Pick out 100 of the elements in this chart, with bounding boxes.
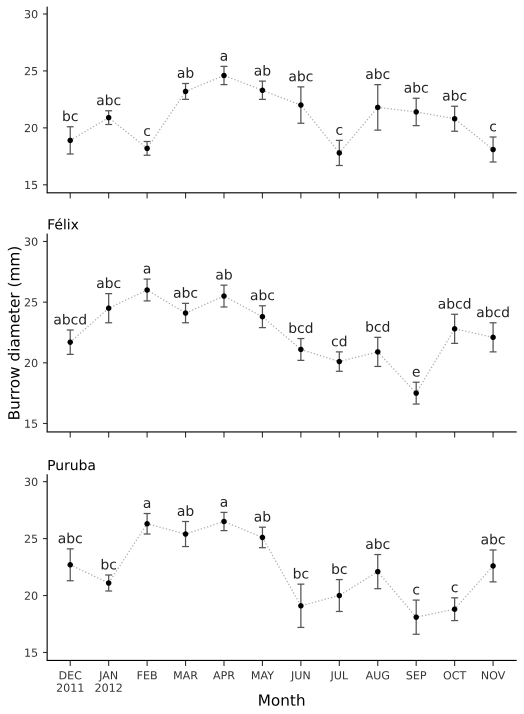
annotation: bc: [332, 563, 347, 574]
annotation: abc: [58, 532, 82, 544]
annotation: abcd: [477, 306, 509, 318]
point: [221, 518, 227, 524]
point: [260, 314, 266, 320]
x-tick-label: MAR: [174, 671, 198, 680]
point: [67, 138, 74, 144]
x-tick-label: SEP: [406, 671, 426, 680]
annotation: abc: [174, 287, 198, 298]
chart-title: Félix: [48, 218, 78, 230]
annotation: bc: [63, 110, 78, 122]
point: [298, 603, 304, 609]
x-tick-label: DEC 2011: [56, 671, 84, 692]
point: [260, 88, 266, 94]
point: [413, 109, 419, 115]
x-axis-title: Month: [259, 694, 304, 706]
point: [260, 534, 266, 540]
annotation: bc: [294, 568, 308, 579]
annotation: abc: [97, 277, 120, 288]
x-tick-label: NOV: [482, 671, 506, 680]
annotation: c: [144, 128, 150, 136]
point: [182, 531, 188, 537]
y-tick-label: 25: [24, 534, 38, 543]
point: [374, 568, 381, 574]
y-tick-label: 25: [24, 298, 38, 307]
point: [221, 293, 227, 299]
x-tick-label: MAY: [252, 671, 274, 680]
point: [452, 326, 458, 332]
x-tick-label: AUG: [366, 671, 390, 680]
x-tick-label: JUL: [330, 671, 348, 682]
y-tick-label: 15: [25, 420, 38, 428]
annotation: abcd: [54, 314, 86, 325]
point: [106, 580, 112, 586]
annotation: ab: [178, 505, 194, 516]
x-tick-label: JUN: [290, 671, 310, 682]
point: [490, 563, 496, 569]
point: [182, 88, 188, 94]
point: [490, 146, 496, 152]
point: [144, 146, 150, 152]
x-tick-label: FEB: [138, 671, 157, 680]
point: [374, 104, 381, 110]
annotation: c: [490, 124, 496, 132]
point: [336, 150, 342, 156]
point: [336, 592, 342, 598]
x-tick-label: OCT: [444, 671, 466, 680]
annotation: bc: [102, 558, 116, 570]
point: [106, 305, 112, 311]
x-tick-label: APR: [213, 671, 235, 680]
point: [144, 521, 150, 527]
annotation: abc: [404, 82, 428, 93]
y-tick-label: 20: [24, 124, 38, 132]
point: [413, 390, 419, 396]
annotation: e: [412, 368, 420, 377]
annotation: abc: [442, 90, 466, 101]
point: [67, 562, 74, 568]
annotation: abc: [250, 290, 274, 300]
annotation: bcd: [289, 322, 312, 334]
y-tick-label: 30: [24, 10, 38, 18]
point: [221, 72, 227, 78]
annotation: ab: [254, 510, 270, 522]
point: [413, 614, 419, 620]
annotation: abc: [289, 70, 312, 82]
annotation: cd: [332, 336, 346, 346]
annotation: abc: [366, 68, 390, 80]
point: [336, 358, 342, 364]
annotation: abc: [97, 94, 120, 106]
annotation: a: [220, 52, 227, 61]
point: [67, 339, 74, 345]
point: [452, 116, 458, 122]
point: [374, 349, 381, 355]
annotation: abcd: [438, 298, 470, 309]
y-tick-label: 30: [24, 478, 38, 486]
annotation: ab: [178, 67, 194, 78]
point: [298, 346, 304, 352]
annotation: bcd: [366, 321, 390, 332]
annotation: c: [336, 126, 342, 135]
y-tick-label: 20: [24, 358, 38, 368]
point: [452, 606, 458, 612]
point: [298, 102, 304, 108]
y-axis-title: Burrow diameter (mm): [8, 247, 22, 419]
annotation: ab: [216, 268, 232, 280]
y-tick-label: 15: [25, 180, 38, 190]
point: [106, 114, 112, 120]
chart-title: Puruba: [48, 460, 95, 470]
annotation: a: [220, 498, 227, 507]
point: [182, 310, 188, 316]
x-tick-label: JAN 2012: [95, 671, 122, 692]
y-tick-label: 15: [25, 648, 38, 657]
annotation: a: [144, 266, 150, 274]
y-tick-label: 30: [24, 237, 38, 246]
annotation: abc: [481, 534, 505, 545]
point: [144, 287, 150, 293]
annotation: a: [144, 500, 150, 508]
y-tick-label: 20: [24, 592, 38, 600]
annotation: c: [413, 586, 420, 595]
point: [490, 334, 496, 340]
annotation: c: [452, 584, 458, 592]
y-tick-label: 25: [24, 66, 38, 76]
annotation: ab: [254, 64, 270, 76]
annotation: abc: [366, 538, 390, 550]
